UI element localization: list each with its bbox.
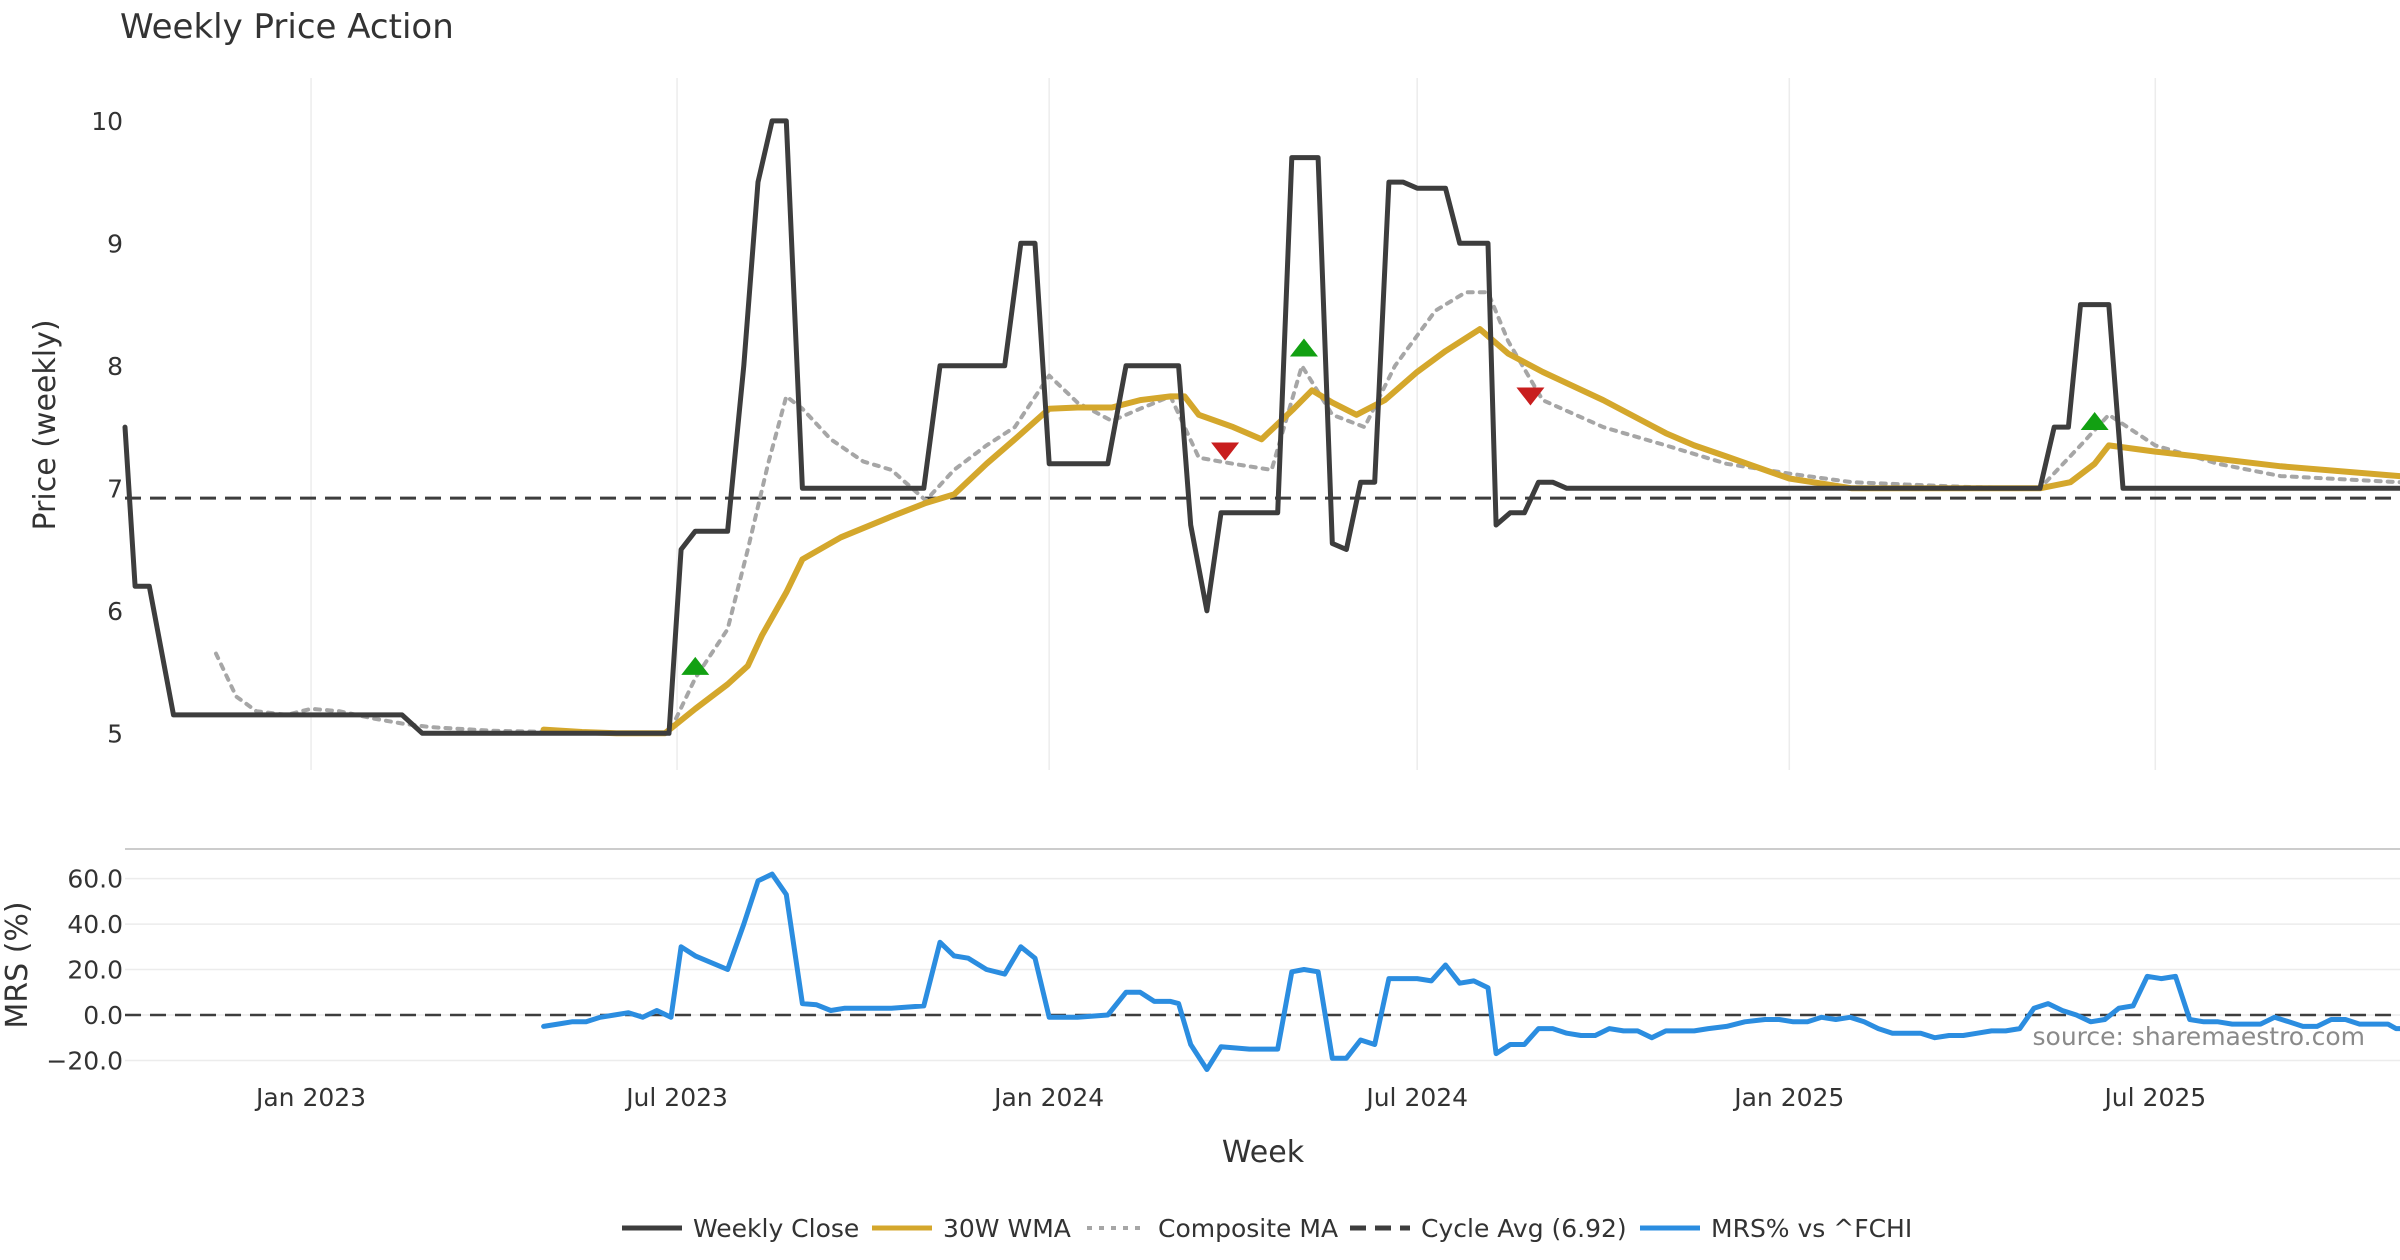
sell-signal-marker-1 (1211, 442, 1240, 461)
legend: Weekly Close 30W WMA Composite MA Cycle Avg… (622, 1214, 1912, 1243)
mrs-line (541, 871, 2400, 1072)
legend-label-4: MRS% vs ^FCHI (1711, 1214, 1912, 1243)
price-y-tick-9: 9 (107, 229, 123, 258)
sell-signal-marker-3 (1516, 387, 1545, 406)
legend-label-3: Cycle Avg (6.92) (1421, 1214, 1627, 1243)
x-tick-2: Jan 2024 (992, 1083, 1104, 1112)
signal-markers (681, 338, 2109, 675)
x-tick-1: Jul 2023 (624, 1083, 728, 1112)
price-y-ticks: 5 6 7 8 9 10 (91, 107, 123, 748)
mrs-y-tick-3: 40.0 (67, 910, 123, 939)
x-axis-label: Week (1222, 1135, 1305, 1170)
composite-ma-line (214, 290, 2400, 736)
price-y-tick-8: 8 (107, 352, 123, 381)
x-axis-ticks: Jan 2023 Jul 2023 Jan 2024 Jul 2024 Jan 2025… (254, 1083, 2206, 1112)
wma-30w-line (540, 326, 2400, 737)
mrs-y-tick-4: 60.0 (67, 865, 123, 894)
mrs-y-ticks: −20.0 0.0 20.0 40.0 60.0 (46, 865, 123, 1076)
price-panel-grid (310, 78, 2157, 770)
mrs-y-tick-2: 20.0 (67, 956, 123, 985)
x-tick-4: Jan 2025 (1732, 1083, 1844, 1112)
buy-signal-marker-4 (2080, 411, 2109, 430)
mrs-series-group (541, 871, 2400, 1072)
price-y-tick-5: 5 (107, 719, 123, 748)
legend-label-1: 30W WMA (943, 1214, 1071, 1243)
price-y-tick-7: 7 (107, 474, 123, 503)
buy-signal-marker-0 (681, 656, 710, 675)
legend-label-2: Composite MA (1158, 1214, 1338, 1243)
legend-label-0: Weekly Close (693, 1214, 859, 1243)
x-tick-0: Jan 2023 (254, 1083, 366, 1112)
price-series-group (122, 118, 2400, 737)
buy-signal-marker-2 (1289, 338, 1318, 357)
price-y-tick-10: 10 (91, 107, 123, 136)
mrs-y-tick-0: −20.0 (46, 1046, 123, 1075)
price-y-tick-6: 6 (107, 597, 123, 626)
mrs-y-tick-1: 0.0 (83, 1001, 123, 1030)
chart-title: Weekly Price Action (120, 7, 454, 47)
weekly-close-line (122, 118, 2400, 736)
x-tick-3: Jul 2024 (1364, 1083, 1468, 1112)
x-tick-5: Jul 2025 (2102, 1083, 2206, 1112)
price-y-axis-label: Price (weekly) (28, 319, 63, 530)
mrs-y-axis-label: MRS (%) (0, 901, 35, 1028)
